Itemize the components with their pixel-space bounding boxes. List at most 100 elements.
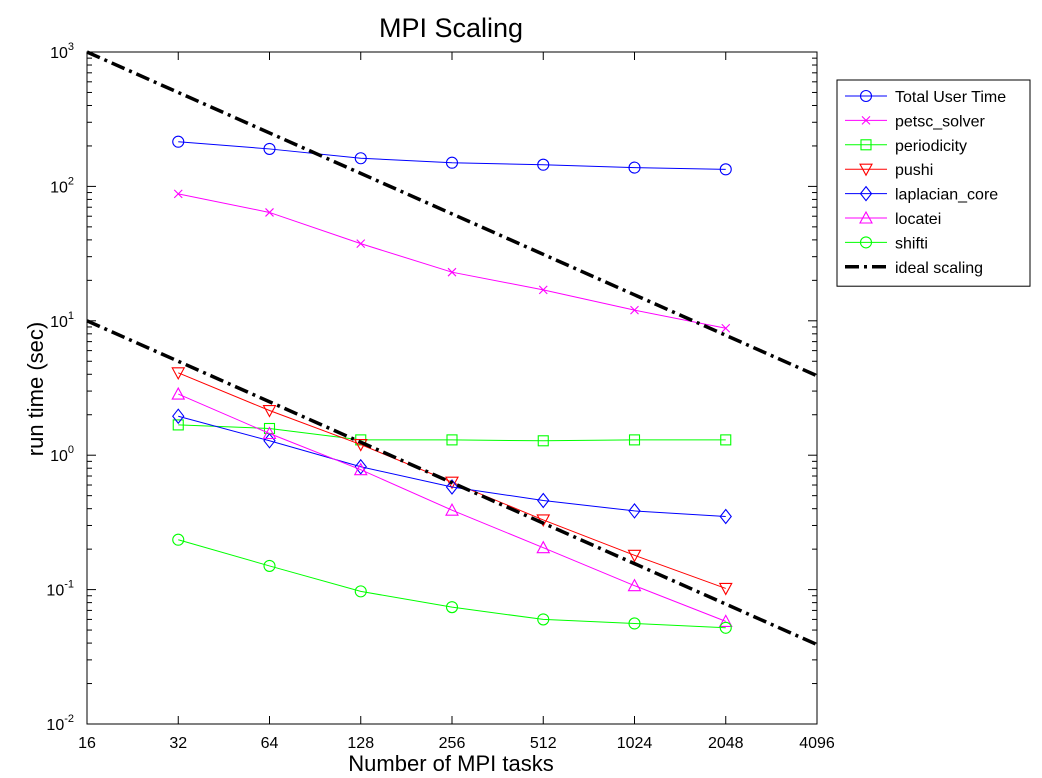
data-point xyxy=(721,323,731,333)
legend-item: petsc_solver xyxy=(845,113,985,130)
y-tick-label: 10-1 xyxy=(46,579,74,600)
data-point xyxy=(262,426,277,440)
ideal-scaling-line xyxy=(86,50,818,378)
series-line xyxy=(178,141,726,170)
y-axis-label: run time (sec) xyxy=(23,322,48,456)
legend-box xyxy=(836,79,1031,287)
y-tick-label: 102 xyxy=(50,175,74,196)
series-line xyxy=(178,393,726,622)
x-tick-label: 2048 xyxy=(708,735,744,752)
data-point xyxy=(446,434,458,446)
series-petsc-solver xyxy=(173,189,731,333)
x-tick-label: 4096 xyxy=(799,735,835,752)
data-point xyxy=(627,578,642,592)
legend-label: locatei xyxy=(895,211,941,228)
data-point xyxy=(262,404,277,418)
data-point xyxy=(172,408,185,425)
data-point xyxy=(354,152,367,165)
x-axis-label: Number of MPI tasks xyxy=(348,751,553,776)
data-point xyxy=(719,621,732,634)
x-tick-label: 1024 xyxy=(617,735,653,752)
data-point xyxy=(627,549,642,563)
data-point xyxy=(718,614,733,627)
legend-item: locatei xyxy=(845,210,941,228)
data-point xyxy=(537,158,550,171)
legend-item: ideal scaling xyxy=(845,260,983,277)
data-point xyxy=(630,305,639,315)
legend-marker xyxy=(860,139,872,151)
legend-marker xyxy=(859,236,873,249)
data-point xyxy=(720,434,732,446)
x-tick-label: 512 xyxy=(530,735,557,752)
data-point xyxy=(445,479,459,495)
data-point xyxy=(171,386,186,400)
x-tick-label: 64 xyxy=(261,735,279,752)
series-ideal-scaling xyxy=(86,50,818,647)
y-tick-label: 10-2 xyxy=(46,713,74,734)
data-point xyxy=(445,503,459,516)
data-point xyxy=(447,267,457,277)
x-tick-label: 32 xyxy=(169,735,187,752)
data-point xyxy=(172,419,184,431)
legend-label: periodicity xyxy=(895,138,967,155)
data-point xyxy=(263,142,276,155)
data-point xyxy=(719,508,732,525)
legend-marker xyxy=(859,89,873,103)
legend-label: pushi xyxy=(895,162,933,179)
data-point xyxy=(718,582,733,596)
legend-item: pushi xyxy=(845,162,933,179)
data-point xyxy=(353,462,368,476)
legend-label: ideal scaling xyxy=(895,260,983,277)
data-point xyxy=(538,285,548,295)
legend: Total User Time petsc_solver periodicity pu… xyxy=(836,79,1031,287)
legend-marker xyxy=(861,116,871,125)
data-point xyxy=(354,585,367,598)
legend-label: Total User Time xyxy=(895,89,1006,106)
x-tick-label: 256 xyxy=(439,735,466,752)
legend-item: laplacian_core xyxy=(845,185,998,204)
legend-marker xyxy=(859,163,873,177)
y-tick-label: 103 xyxy=(50,41,74,62)
data-point xyxy=(356,239,366,249)
x-tick-label: 16 xyxy=(78,735,96,752)
plot-area: 16 32 64 128 256 512 1024 2048 4096 10-2 10-1 100 10… xyxy=(46,41,834,752)
legend-label: shifti xyxy=(895,235,928,252)
plot-frame xyxy=(86,51,818,725)
data-point xyxy=(172,135,185,148)
data-point xyxy=(628,503,641,519)
data-point xyxy=(265,208,274,217)
data-point xyxy=(628,161,641,174)
data-point xyxy=(445,476,459,490)
series-line xyxy=(178,539,726,629)
legend-label: petsc_solver xyxy=(895,113,985,130)
legend-item: periodicity xyxy=(845,138,967,155)
data-point xyxy=(537,435,549,447)
y-tick-label: 101 xyxy=(50,310,74,331)
data-point xyxy=(171,367,186,380)
legend-marker xyxy=(859,210,873,224)
data-point xyxy=(628,434,641,446)
data-point xyxy=(354,458,367,475)
data-point xyxy=(263,559,276,572)
series-line xyxy=(178,415,726,517)
series-locatei xyxy=(171,386,733,627)
data-point xyxy=(628,617,641,630)
y-tick-label: 100 xyxy=(50,444,74,465)
legend-label: laplacian_core xyxy=(895,187,998,204)
legend-item: shifti xyxy=(845,235,928,252)
data-point xyxy=(536,540,551,554)
legend-item: Total User Time xyxy=(845,89,1006,106)
data-point xyxy=(537,492,550,509)
series-shifti xyxy=(172,533,732,634)
legend-marker xyxy=(859,185,873,202)
data-point xyxy=(445,156,459,169)
data-point xyxy=(173,189,183,199)
x-tick-label: 128 xyxy=(347,735,374,752)
series-total-user-time xyxy=(172,135,732,176)
ideal-scaling-line xyxy=(86,319,818,647)
data-point xyxy=(537,613,550,626)
data-point xyxy=(445,601,459,614)
data-point xyxy=(172,533,185,546)
data-point xyxy=(719,163,732,176)
